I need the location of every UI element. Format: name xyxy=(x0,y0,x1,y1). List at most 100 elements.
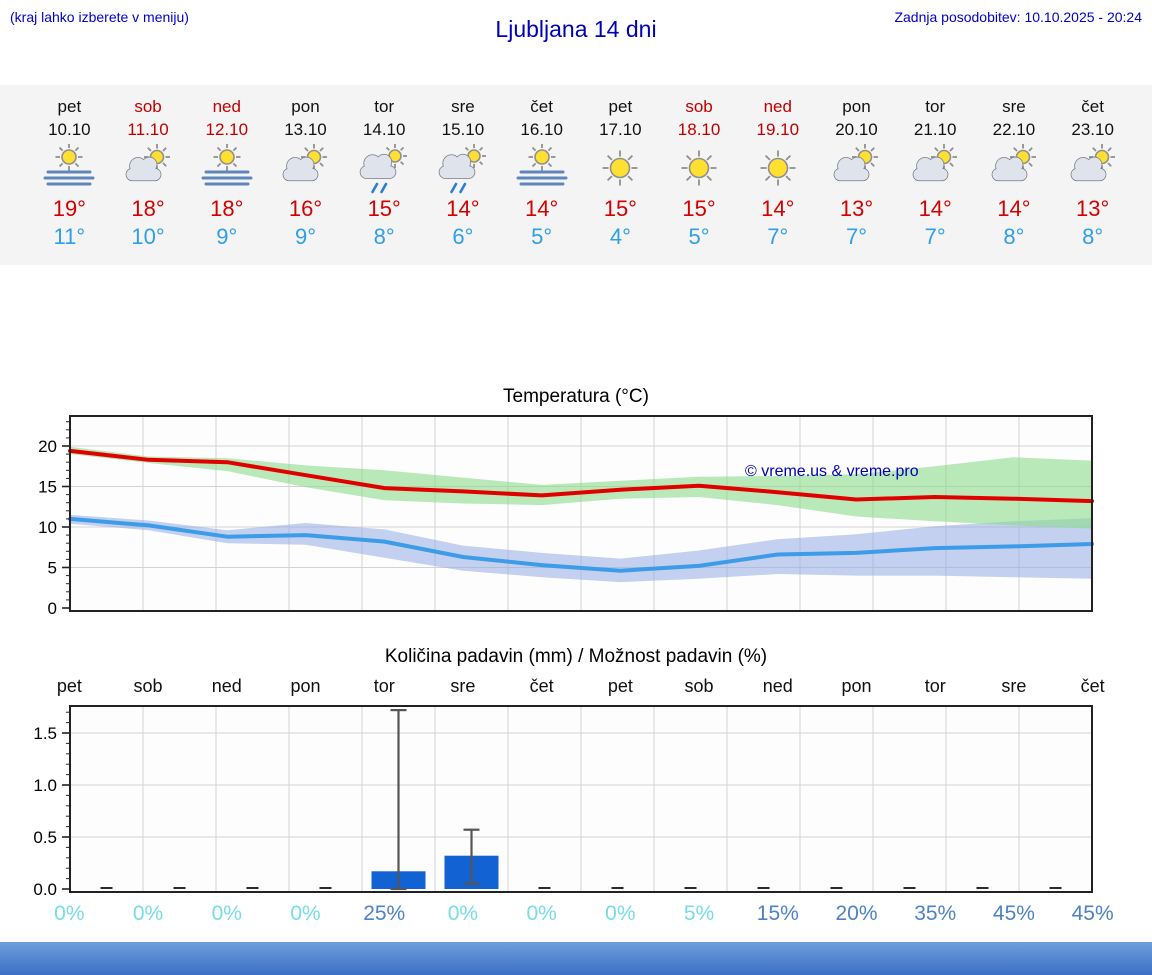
day-temp-min: 9° xyxy=(294,224,317,249)
day-date: 18.10 xyxy=(677,120,721,139)
precip-probability-label: 0% xyxy=(132,902,164,925)
sun-rain-icon xyxy=(359,144,408,194)
weather-icon-wrap xyxy=(266,144,345,194)
day-temp-min: 7° xyxy=(845,224,868,249)
svg-text:20: 20 xyxy=(38,437,57,456)
day-temp-max: 14° xyxy=(997,196,1031,221)
day-temp-min: 5° xyxy=(688,224,710,249)
sun-cloud-icon xyxy=(834,144,879,182)
day-name: sob xyxy=(685,97,713,116)
day-name: pet xyxy=(608,97,633,116)
day-temp-max: 13° xyxy=(839,196,874,221)
precip-day-label: sob xyxy=(133,676,163,696)
day-temp-max: 19° xyxy=(52,196,86,221)
precip-probability-label: 35% xyxy=(914,902,957,925)
forecast-strip: pet 10.10 19° 11° sob 11.10 18° 10° ned 12.10 18° 9… xyxy=(0,85,1152,265)
precipitation-chart-title: Količina padavin (mm) / Možnost padavin … xyxy=(384,646,768,667)
day-cell: pon 13.10 16° 9° xyxy=(266,97,345,265)
svg-text:10: 10 xyxy=(38,518,57,537)
precipitation-chart: 0.0 0.5 1.0 1.5 xyxy=(0,702,1152,899)
sun-fog-icon xyxy=(201,143,253,186)
precip-probability-label: 0% xyxy=(54,902,85,925)
day-name: čet xyxy=(530,97,553,116)
svg-text:0: 0 xyxy=(48,599,57,618)
sun-cloud-icon xyxy=(283,144,328,182)
day-name: ned xyxy=(763,97,792,116)
day-date: 14.10 xyxy=(362,120,406,139)
precip-probability-label: 5% xyxy=(683,902,715,925)
precip-day-label: pet xyxy=(607,676,633,696)
day-temp-max: 13° xyxy=(1076,196,1110,221)
day-name: čet xyxy=(1081,97,1104,116)
day-temp-max: 14° xyxy=(761,196,795,221)
day-name: sre xyxy=(1002,97,1026,116)
page-title: Ljubljana 14 dni xyxy=(495,16,657,42)
day-temp-max: 14° xyxy=(446,196,480,221)
sun-icon xyxy=(760,150,796,186)
precip-probability-label: 0% xyxy=(605,902,636,925)
day-date: 22.10 xyxy=(992,120,1036,139)
weather-icon-wrap xyxy=(1053,144,1132,194)
day-cell: sre 22.10 14° 8° xyxy=(975,97,1054,265)
precip-probability-label: 15% xyxy=(756,902,799,925)
sun-cloud-icon xyxy=(991,144,1036,182)
day-name: pet xyxy=(57,97,82,116)
precip-day-label: pet xyxy=(56,676,82,696)
day-temp-min: 11° xyxy=(53,224,86,249)
day-date: 10.10 xyxy=(48,120,91,139)
day-cell: čet 23.10 13° 8° xyxy=(1053,97,1132,265)
day-temp-min: 6° xyxy=(452,224,474,249)
day-name: sob xyxy=(134,97,162,116)
day-temp-min: 8° xyxy=(1082,224,1104,249)
day-cell: pet 10.10 19° 11° xyxy=(30,97,109,265)
svg-text:1.5: 1.5 xyxy=(33,724,57,743)
sun-cloud-icon xyxy=(125,144,171,182)
day-name: pon xyxy=(291,97,320,116)
sun-rain-icon xyxy=(438,144,486,194)
svg-text:15: 15 xyxy=(38,478,57,497)
day-date: 23.10 xyxy=(1071,120,1114,139)
precip-probability-label: 45% xyxy=(1071,902,1114,925)
weather-icon-wrap xyxy=(502,143,581,194)
day-name: tor xyxy=(374,97,395,116)
day-temp-max: 15° xyxy=(603,196,637,221)
day-cell: čet 16.10 14° 5° xyxy=(502,97,581,265)
day-temp-max: 18° xyxy=(210,196,244,221)
day-date: 19.10 xyxy=(756,120,800,139)
day-cell: pet 17.10 15° 4° xyxy=(581,97,660,265)
weather-icon-wrap xyxy=(187,143,266,194)
precip-day-label: sre xyxy=(1001,676,1027,696)
day-temp-min: 8° xyxy=(1003,224,1025,249)
day-cell: sre 15.10 14° 6° xyxy=(424,97,503,265)
precipitation-probability-row: 0% 0% 0% 0% 25% 0% 0% 0% 5% 15% 20% 35% 45% 45% xyxy=(0,902,1152,926)
day-date: 16.10 xyxy=(520,120,563,139)
day-name: sre xyxy=(451,97,475,116)
last-update-text: Zadnja posodobitev: 10.10.2025 - 20:24 xyxy=(894,9,1142,25)
precip-day-label: tor xyxy=(373,676,395,696)
day-temp-min: 4° xyxy=(609,224,631,249)
day-temp-max: 18° xyxy=(131,196,165,221)
day-cell: ned 12.10 18° 9° xyxy=(187,97,266,265)
precipitation-day-labels: pet sob ned pon tor sre čet pet sob ned pon tor sre č… xyxy=(0,676,1152,697)
precip-probability-label: 0% xyxy=(290,902,321,925)
day-date: 11.10 xyxy=(127,120,169,139)
day-temp-min: 10° xyxy=(131,224,165,249)
day-date: 15.10 xyxy=(441,120,485,139)
day-cell: sob 11.10 18° 10° xyxy=(109,97,188,265)
precip-probability-label: 20% xyxy=(835,902,878,925)
sun-fog-icon xyxy=(516,143,568,186)
day-date: 12.10 xyxy=(205,120,249,139)
sun-fog-icon xyxy=(43,143,95,186)
day-name: tor xyxy=(925,97,946,116)
precip-day-label: pon xyxy=(290,676,321,696)
location-menu-note: (kraj lahko izberete v meniju) xyxy=(10,9,189,25)
watermark: © vreme.us & vreme.pro xyxy=(745,463,919,480)
svg-text:0.0: 0.0 xyxy=(33,880,57,898)
sun-cloud-icon xyxy=(1070,144,1115,182)
weather-icon-wrap xyxy=(345,144,424,194)
day-cell: ned 19.10 14° 7° xyxy=(738,97,817,265)
day-temp-max: 15° xyxy=(367,196,401,221)
precip-day-label: sob xyxy=(684,676,714,696)
day-name: pon xyxy=(842,97,871,116)
day-cell: tor 21.10 14° 7° xyxy=(896,97,975,265)
